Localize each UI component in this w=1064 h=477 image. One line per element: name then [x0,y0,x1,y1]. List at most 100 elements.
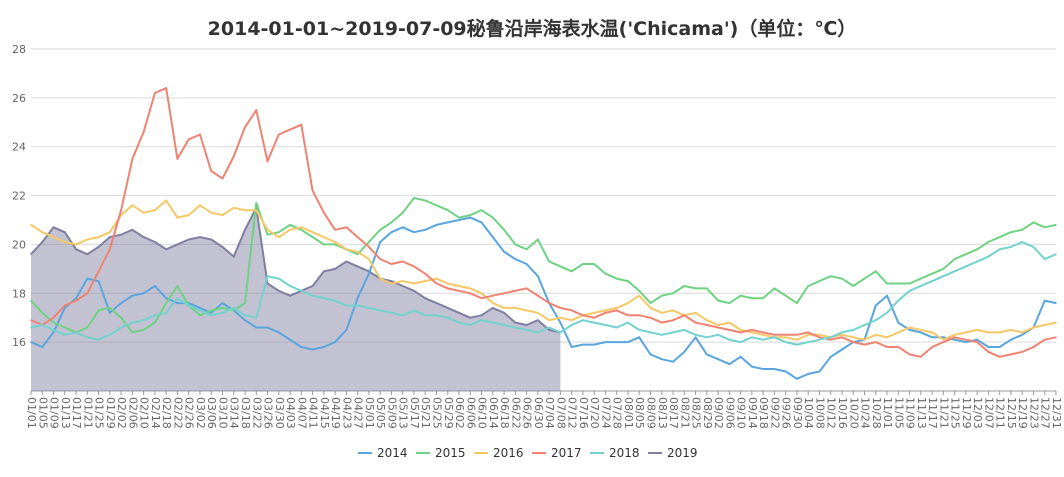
data-point-2017-83 [964,338,967,341]
x-tick-label: 03/22 [250,397,263,429]
data-point-2017-29 [356,236,359,239]
x-tick-label: 11/17 [926,397,939,429]
data-point-2017-53 [627,314,629,317]
data-point-2016-61 [717,324,720,326]
x-tick-label: 08/29 [701,397,714,429]
data-point-2017-35 [424,272,427,275]
data-point-2017-54 [638,314,641,317]
data-point-2019-35 [424,297,427,300]
x-tick-label: 05/25 [430,397,443,429]
data-point-2018-49 [581,319,584,322]
data-point-2014-70 [818,370,821,373]
data-point-2014-32 [390,231,393,234]
legend-item-2015[interactable]: 2015 [416,446,466,460]
y-tick-label: 18 [12,287,26,300]
data-point-2018-19 [244,314,246,317]
data-point-2016-21 [266,228,269,231]
x-tick-label: 09/10 [735,397,748,429]
data-point-2015-51 [604,272,607,275]
data-point-2017-71 [829,338,832,341]
data-point-2015-46 [548,260,551,263]
x-tick-label: 10/24 [859,397,872,429]
x-tick-label: 04/11 [307,397,320,429]
data-point-2018-18 [232,306,235,309]
data-point-2016-25 [311,231,314,234]
data-point-2015-76 [886,282,888,285]
data-point-2016-34 [413,282,415,285]
y-tick-label: 20 [12,238,26,251]
data-point-2018-67 [784,341,787,344]
data-point-2018-29 [356,304,359,307]
data-point-2018-78 [908,289,911,292]
chart-title: 2014-01-01~2019-07-09秘鲁沿岸海表水温('Chicama')… [208,17,857,40]
x-tick-label: 10/12 [825,397,838,429]
data-point-2018-86 [998,248,1001,251]
data-point-2018-7 [108,333,111,336]
data-point-2015-17 [221,306,224,309]
data-point-2016-79 [919,328,922,331]
x-tick-label: 11/21 [937,397,950,429]
data-point-2015-24 [300,228,303,231]
data-point-2019-46 [548,328,551,331]
x-tick-label: 07/20 [588,397,601,429]
data-point-2017-19 [244,126,246,129]
data-point-2017-58 [683,314,686,317]
x-tick-label: 05/21 [419,397,432,429]
legend-item-2019[interactable]: 2019 [648,446,698,460]
legend-item-2016[interactable]: 2016 [474,446,524,460]
data-point-2016-7 [108,231,111,234]
x-tick-label: 12/23 [1027,397,1040,429]
data-point-2014-87 [1009,338,1012,341]
data-point-2018-84 [976,260,979,263]
data-point-2015-18 [232,309,235,312]
x-tick-label: 08/09 [645,397,658,429]
legend-item-2018[interactable]: 2018 [590,446,640,460]
data-point-2016-89 [1032,326,1035,329]
legend-item-2014[interactable]: 2014 [358,446,408,460]
data-point-2018-71 [829,336,832,339]
x-tick-label: 08/17 [667,397,680,429]
series-line-2015 [30,197,1057,334]
data-point-2019-6 [97,245,100,248]
data-point-2015-73 [852,285,855,287]
data-point-2017-64 [750,328,753,331]
data-point-2015-38 [458,216,460,219]
data-point-2014-54 [638,336,641,339]
data-point-2017-91 [1055,336,1057,339]
data-point-2014-42 [503,250,506,253]
data-point-2018-32 [390,311,393,314]
data-point-2015-9 [131,331,134,334]
legend-item-2017[interactable]: 2017 [532,446,582,460]
data-point-2014-1 [41,346,44,348]
data-point-2019-19 [244,228,246,231]
data-point-2017-36 [435,282,438,285]
data-point-2014-6 [97,280,100,283]
data-point-2015-15 [199,314,201,317]
data-point-2016-43 [514,306,517,309]
x-tick-label: 08/01 [622,397,635,429]
x-tick-label: 11/05 [892,397,905,429]
y-tick-label: 16 [12,336,26,349]
data-point-2019-1 [41,241,44,243]
data-point-2018-44 [525,328,528,331]
data-point-2016-80 [931,331,934,334]
x-tick-label: 11/25 [949,397,962,429]
data-point-2016-30 [367,258,370,261]
data-point-2017-6 [97,270,100,273]
data-point-2016-77 [897,331,900,334]
data-point-2014-11 [153,285,156,287]
data-point-2015-85 [987,241,990,243]
data-point-2014-4 [75,297,78,300]
x-tick-label: 12/11 [994,397,1007,429]
data-point-2014-53 [627,341,629,344]
data-point-2016-76 [886,336,888,339]
x-tick-label: 04/23 [340,397,353,429]
data-point-2017-69 [807,331,810,334]
data-point-2015-90 [1043,226,1046,229]
data-point-2016-50 [593,311,596,314]
data-point-2016-32 [390,282,393,285]
x-tick-label: 01/01 [25,397,38,429]
data-point-2016-3 [63,241,66,243]
data-point-2018-83 [964,265,967,268]
x-tick-label: 03/02 [194,397,207,429]
